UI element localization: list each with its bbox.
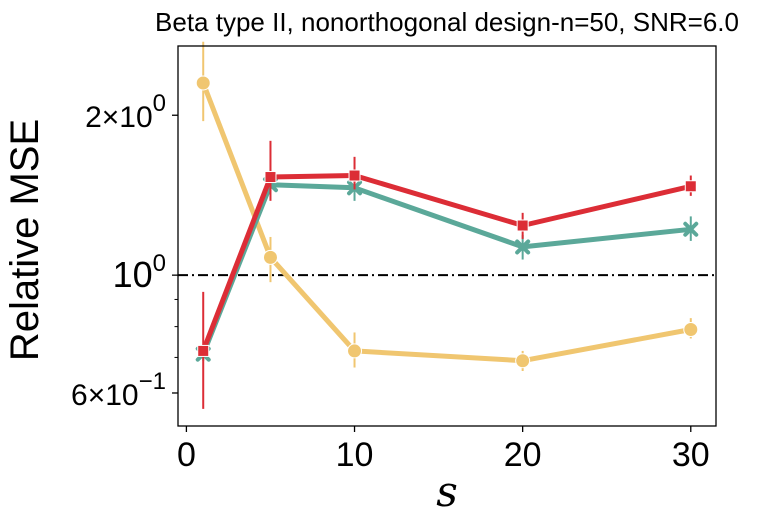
- data-point: [347, 343, 363, 359]
- data-point: [515, 239, 531, 255]
- data-point: [262, 249, 278, 265]
- series-1-line: [200, 182, 694, 357]
- plot-area: [178, 41, 716, 409]
- x-tick-label: 20: [504, 436, 542, 474]
- x-tick-label: 10: [336, 436, 374, 474]
- x-tick-label: 0: [177, 436, 196, 474]
- y-tick-label: 6×10−1: [71, 368, 166, 412]
- plot-frame: [177, 45, 717, 427]
- x-axis-label: s: [436, 467, 458, 516]
- y-tick-label: 2×100: [85, 90, 166, 134]
- data-point: [684, 180, 697, 193]
- data-point: [683, 221, 699, 237]
- data-point: [264, 171, 277, 184]
- data-point: [515, 353, 531, 369]
- y-axis-label: Relative MSE: [3, 119, 47, 361]
- y-tick-label: 100: [113, 250, 166, 295]
- series-2: [197, 140, 697, 409]
- data-point: [348, 169, 361, 182]
- data-point: [683, 322, 699, 338]
- data-point: [197, 344, 210, 357]
- data-point: [195, 75, 211, 91]
- series-0: [195, 41, 699, 371]
- data-point: [516, 219, 529, 232]
- axes: 0 10 20 30 2×100 100 6×10−1: [71, 90, 710, 474]
- x-tick-label: 30: [672, 436, 710, 474]
- chart-title: Beta type II, nonorthogonal design-n=50,…: [155, 7, 739, 37]
